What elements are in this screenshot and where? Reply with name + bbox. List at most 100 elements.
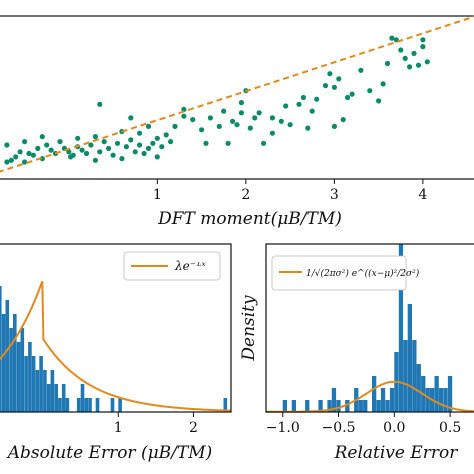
- scatter-point: [8, 157, 14, 163]
- histogram-bar: [318, 400, 323, 412]
- scatter-xlabel: DFT moment(μB/TM): [157, 209, 342, 229]
- scatter-point: [57, 139, 63, 145]
- scatter-point: [181, 106, 187, 112]
- scatter-point: [336, 76, 342, 82]
- scatter-point: [92, 157, 98, 163]
- histogram-bar: [88, 398, 92, 412]
- scatter-tick-label: 1: [153, 187, 162, 203]
- scatter-point: [44, 142, 50, 148]
- histogram-bar: [389, 388, 395, 412]
- histogram-bar: [54, 384, 58, 412]
- abs-error-axes-frame: [0, 243, 232, 413]
- scatter-point: [79, 147, 85, 153]
- histogram-bar: [447, 376, 453, 412]
- scatter-tick-label: 4: [418, 187, 427, 203]
- histogram-bar: [110, 398, 115, 412]
- rel-error-legend: 1/√(2πσ²) e^((x−μ)²/2σ²): [271, 255, 420, 291]
- histogram-bar: [65, 398, 70, 412]
- rel-error-axes-frame: [265, 243, 474, 413]
- histogram-bar: [403, 340, 408, 412]
- scatter-tick-label: 2: [241, 187, 250, 203]
- rel-error-xlabel: Relative Error: [334, 443, 459, 463]
- scatter-point: [119, 156, 125, 162]
- scatter-point: [238, 100, 244, 106]
- scatter-point: [39, 134, 45, 140]
- abs-error-legend-label: λe⁻ᶫˣ: [174, 259, 207, 273]
- scatter-point: [234, 122, 240, 128]
- scatter-point: [190, 117, 196, 123]
- scatter-point: [154, 135, 160, 141]
- histogram-tick-label: 2: [189, 420, 198, 436]
- scatter-point: [101, 139, 107, 145]
- scatter-point: [331, 84, 337, 90]
- scatter-point: [230, 118, 236, 124]
- histogram-bar: [24, 356, 28, 412]
- scatter-point: [106, 145, 112, 151]
- scatter-point: [305, 125, 311, 131]
- scatter-point: [420, 37, 426, 43]
- scatter-point: [367, 88, 373, 94]
- scatter-point: [261, 140, 267, 146]
- histogram-bar: [35, 370, 40, 412]
- scatter-point: [380, 81, 386, 87]
- scatter-point: [420, 44, 426, 50]
- rel-error-ticks: −1.0 −0.5 0.0 0.5: [266, 412, 461, 436]
- histogram-bar: [291, 400, 296, 412]
- scatter-point: [252, 115, 258, 121]
- histogram-bar: [39, 356, 43, 412]
- histogram-bar: [282, 400, 287, 412]
- abs-error-legend-box: [123, 251, 221, 281]
- scatter-point: [97, 101, 103, 107]
- scatter-point: [389, 35, 395, 41]
- histogram-bar: [398, 244, 404, 412]
- scatter-point: [150, 140, 156, 146]
- histogram-bar: [363, 400, 368, 412]
- scatter-point: [384, 60, 391, 67]
- histogram-tick-label: −1.0: [266, 420, 300, 436]
- rel-error-legend-box: [271, 255, 407, 291]
- scatter-point: [340, 117, 346, 123]
- scatter-point: [278, 118, 284, 124]
- scatter-point: [287, 122, 293, 128]
- scatter-point: [4, 142, 10, 148]
- histogram-bar: [443, 388, 448, 412]
- scatter-point: [26, 150, 32, 157]
- scatter-panel: 1 2 3 4 DFT moment(μB/TM): [0, 15, 474, 229]
- scatter-point: [159, 144, 165, 150]
- scatter-point: [97, 149, 103, 155]
- histogram-bar: [345, 400, 350, 412]
- histogram-bar: [95, 398, 100, 412]
- scatter-point: [269, 115, 275, 121]
- scatter-point: [30, 152, 36, 158]
- histogram-bar: [305, 400, 310, 412]
- scatter-point: [322, 83, 329, 89]
- histogram-tick-label: −0.5: [322, 420, 356, 436]
- scatter-point: [88, 142, 94, 148]
- histogram-bar: [385, 400, 390, 412]
- histogram-bar: [16, 342, 21, 412]
- histogram-bar: [20, 328, 25, 412]
- histogram-tick-label: 0.0: [383, 420, 405, 436]
- rel-error-legend-label: 1/√(2πσ²) e^((x−μ)²/2σ²): [306, 268, 420, 279]
- scatter-point: [238, 110, 244, 116]
- histogram-bar: [223, 398, 228, 412]
- scatter-point: [83, 150, 90, 157]
- scatter-point: [137, 142, 143, 148]
- scatter-point: [22, 139, 28, 145]
- scatter-point: [181, 113, 187, 119]
- histogram-bar: [434, 376, 439, 412]
- scatter-point: [345, 94, 351, 101]
- histogram-bar: [0, 286, 2, 412]
- scatter-point: [309, 108, 315, 114]
- histogram-bar: [46, 384, 51, 412]
- histogram-bar: [380, 388, 386, 412]
- scatter-point: [4, 159, 10, 165]
- histogram-tick-label: 1: [114, 420, 123, 436]
- histogram-tick-label: 0.5: [439, 420, 461, 436]
- scatter-point: [163, 132, 169, 138]
- scatter-tick-label: 3: [330, 187, 339, 203]
- histogram-bar: [425, 388, 430, 412]
